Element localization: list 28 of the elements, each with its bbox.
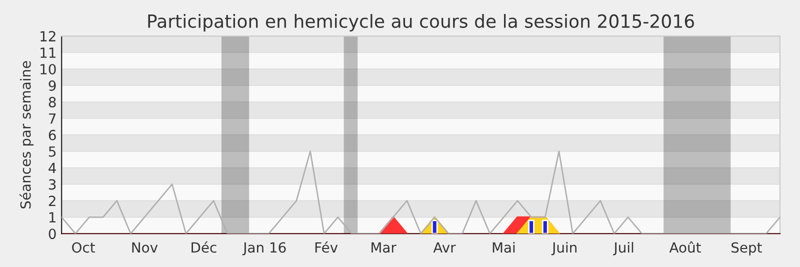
- x-tick-label: Fév: [315, 241, 338, 253]
- x-tick-label: Mar: [372, 242, 396, 253]
- y-tick-label: 2: [48, 196, 56, 206]
- y-tick-label: 12: [40, 31, 56, 42]
- y-tick-label: 10: [40, 64, 56, 74]
- chart-title: Participation en hemicycle au cours de la session 2015-2016: [148, 14, 694, 32]
- x-tick-label: Jan 16: [242, 242, 286, 256]
- x-tick-label: Avr: [433, 242, 456, 253]
- line-series: [62, 150, 780, 234]
- x-tick-label: Nov: [132, 242, 158, 253]
- x-tick-label: Août: [669, 241, 701, 253]
- y-tick-label: 7: [49, 114, 56, 124]
- x-tick-label: Juin: [551, 242, 576, 256]
- y-tick-label: 1: [49, 212, 56, 222]
- x-tick-label: Juil: [613, 242, 634, 256]
- x-tick-label: Déc: [192, 241, 216, 253]
- y-tick-label: 8: [48, 96, 56, 108]
- y-tick-label: 6: [48, 130, 56, 140]
- y-axis-title: Séances par semaine: [20, 61, 34, 208]
- y-tick-label: 9: [48, 80, 56, 91]
- y-tick-label: 11: [40, 48, 56, 58]
- y-tick-label: 4: [48, 162, 56, 174]
- x-tick-label: Oct: [72, 242, 95, 253]
- y-tick-label: 3: [48, 179, 56, 190]
- y-tick-label: 0: [48, 228, 56, 240]
- x-tick-label: Mai: [492, 242, 515, 253]
- x-tick-label: Sept: [732, 242, 762, 256]
- y-tick-label: 5: [48, 146, 56, 157]
